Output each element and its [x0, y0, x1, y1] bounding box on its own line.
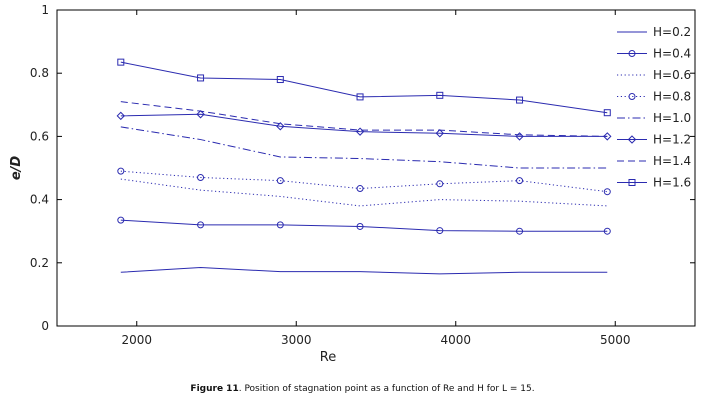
series-h-0-6 [120, 178, 608, 207]
data-point [356, 185, 364, 193]
data-point [197, 74, 205, 82]
y-tick-label: 0.8 [30, 66, 49, 80]
legend-marker [628, 93, 636, 100]
series-line [120, 101, 608, 137]
x-axis: 2000 3000 4000 5000 [121, 10, 631, 347]
series-h-1-6 [117, 58, 611, 117]
legend: H=0.2 H=0.4 H=0.6 H=0.8 H=1.0 H=1.2 H=1.4 H=1.6 [617, 25, 691, 190]
data-point [116, 111, 126, 121]
data-point [436, 180, 444, 188]
series-layer [116, 58, 612, 275]
data-point [435, 129, 445, 138]
data-point [197, 221, 205, 229]
data-point [276, 76, 284, 84]
series-line [120, 178, 608, 207]
series-line [120, 61, 608, 114]
x-tick-label: 5000 [600, 333, 631, 347]
series-h-1-0 [120, 126, 608, 169]
x-tick-label: 4000 [440, 333, 471, 347]
data-point [516, 227, 524, 235]
legend-marker [628, 50, 636, 57]
legend-label: H=0.6 [653, 68, 691, 82]
x-axis-label: Re [320, 350, 336, 365]
figure-caption: Figure 11. Position of stagnation point … [0, 384, 725, 394]
data-point [356, 93, 364, 101]
data-point [117, 58, 125, 66]
legend-marker [628, 179, 636, 186]
line-chart: 0 0.2 0.4 0.6 0.8 1 2000 3000 4000 5000 Re e/D H… [9, 3, 696, 365]
legend-entry: H=0.4 [617, 47, 691, 61]
data-point [276, 177, 284, 185]
legend-entry: H=1.6 [617, 176, 691, 190]
legend-label: H=0.4 [653, 47, 691, 61]
plot-frame [56, 9, 696, 327]
legend-label: H=1.0 [653, 111, 691, 125]
y-axis-label: e/D [9, 156, 24, 181]
legend-entry: H=1.2 [617, 133, 691, 147]
figure-caption-label: Figure 11 [190, 384, 239, 394]
data-point [196, 110, 205, 119]
series-line [120, 113, 608, 137]
series-h-0-8 [117, 167, 611, 196]
legend-label: H=0.2 [653, 25, 691, 39]
data-point [276, 122, 285, 131]
y-tick-label: 0.6 [30, 129, 49, 143]
legend-label: H=1.6 [653, 176, 691, 190]
legend-label: H=1.4 [653, 154, 691, 168]
data-point [603, 227, 611, 235]
data-point [197, 173, 205, 181]
series-h-0-4 [117, 216, 611, 235]
data-point [516, 177, 524, 185]
data-point [603, 109, 611, 117]
y-tick-label: 0.2 [30, 256, 49, 270]
series-line [120, 267, 608, 275]
plot-area [56, 9, 696, 327]
legend-entry: H=0.2 [617, 25, 691, 39]
data-point [436, 91, 444, 99]
data-point [515, 132, 524, 141]
series-line [120, 126, 608, 169]
x-tick-label: 3000 [281, 333, 312, 347]
legend-label: H=1.2 [653, 133, 691, 147]
x-tick-label: 2000 [121, 333, 152, 347]
y-tick-label: 1 [41, 3, 49, 17]
legend-entry: H=0.6 [617, 68, 691, 82]
legend-label: H=0.8 [653, 90, 691, 104]
data-point [117, 216, 125, 224]
y-tick-label: 0.4 [30, 193, 49, 207]
data-point [436, 227, 444, 235]
y-tick-label: 0 [41, 319, 49, 333]
figure-caption-text: . Position of stagnation point as a func… [238, 384, 535, 394]
legend-marker [627, 135, 637, 144]
y-axis: 0 0.2 0.4 0.6 0.8 1 [30, 3, 695, 333]
legend-entry: H=1.0 [617, 111, 691, 125]
data-point [603, 132, 612, 141]
series-h-1-4 [120, 101, 608, 137]
legend-entry: H=0.8 [617, 90, 691, 104]
data-point [276, 221, 284, 229]
data-point [516, 96, 524, 104]
series-line [120, 170, 608, 193]
data-point [117, 167, 125, 175]
series-line [120, 219, 608, 232]
legend-entry: H=1.4 [617, 154, 691, 168]
series-h-0-2 [120, 267, 608, 275]
series-h-1-2 [116, 110, 612, 141]
data-point [603, 188, 611, 196]
data-point [356, 222, 364, 230]
